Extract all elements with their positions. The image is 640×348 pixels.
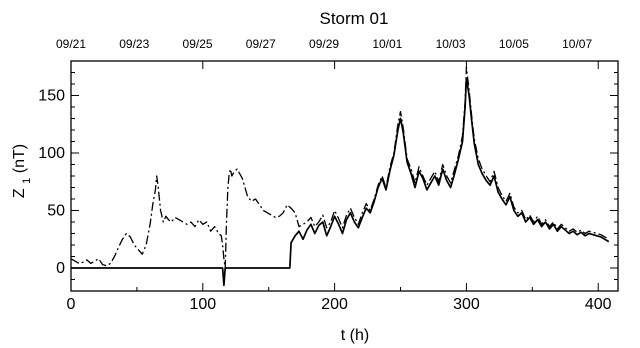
top-date-label: 09/23 xyxy=(119,37,149,51)
plot-border xyxy=(70,60,619,292)
top-date-label: 10/01 xyxy=(372,37,402,51)
y-axis-label-subscript: 1 xyxy=(21,178,33,184)
y-tick-label: 150 xyxy=(38,88,65,105)
x-tick-label: 200 xyxy=(321,296,348,313)
top-date-label: 10/03 xyxy=(436,37,466,51)
y-tick-label: 100 xyxy=(38,145,65,162)
series-layer xyxy=(70,66,610,287)
x-tick-label: 0 xyxy=(67,296,76,313)
y-tick-label: 50 xyxy=(47,203,65,220)
y-axis: 0 50 100 150 xyxy=(38,60,618,280)
y-tick-label: 0 xyxy=(56,260,65,277)
x-tick-label: 100 xyxy=(189,296,216,313)
top-date-label: 09/21 xyxy=(56,37,86,51)
x-axis-label: t (h) xyxy=(341,327,369,344)
chart-title: Storm 01 xyxy=(320,9,389,28)
plot-frame xyxy=(70,60,619,292)
top-date-label: 09/25 xyxy=(183,37,213,51)
top-date-label: 10/05 xyxy=(499,37,529,51)
top-date-label: 09/29 xyxy=(309,37,339,51)
y-axis-label: Z 1 (nT) xyxy=(11,144,33,198)
x-tick-label: 400 xyxy=(585,296,612,313)
x-axis: 0 100 200 300 400 xyxy=(67,61,612,313)
y-axis-label-main: Z xyxy=(11,188,28,198)
top-date-axis: 09/21 09/23 09/25 09/27 09/29 10/01 10/03 10/05… xyxy=(56,37,592,51)
x-tick-label: 300 xyxy=(453,296,480,313)
top-date-label: 10/07 xyxy=(562,37,592,51)
series-line-solid xyxy=(71,77,610,287)
y-axis-label-unit: (nT) xyxy=(11,144,28,173)
series-line-dashed xyxy=(70,66,610,269)
top-date-label: 09/27 xyxy=(246,37,276,51)
